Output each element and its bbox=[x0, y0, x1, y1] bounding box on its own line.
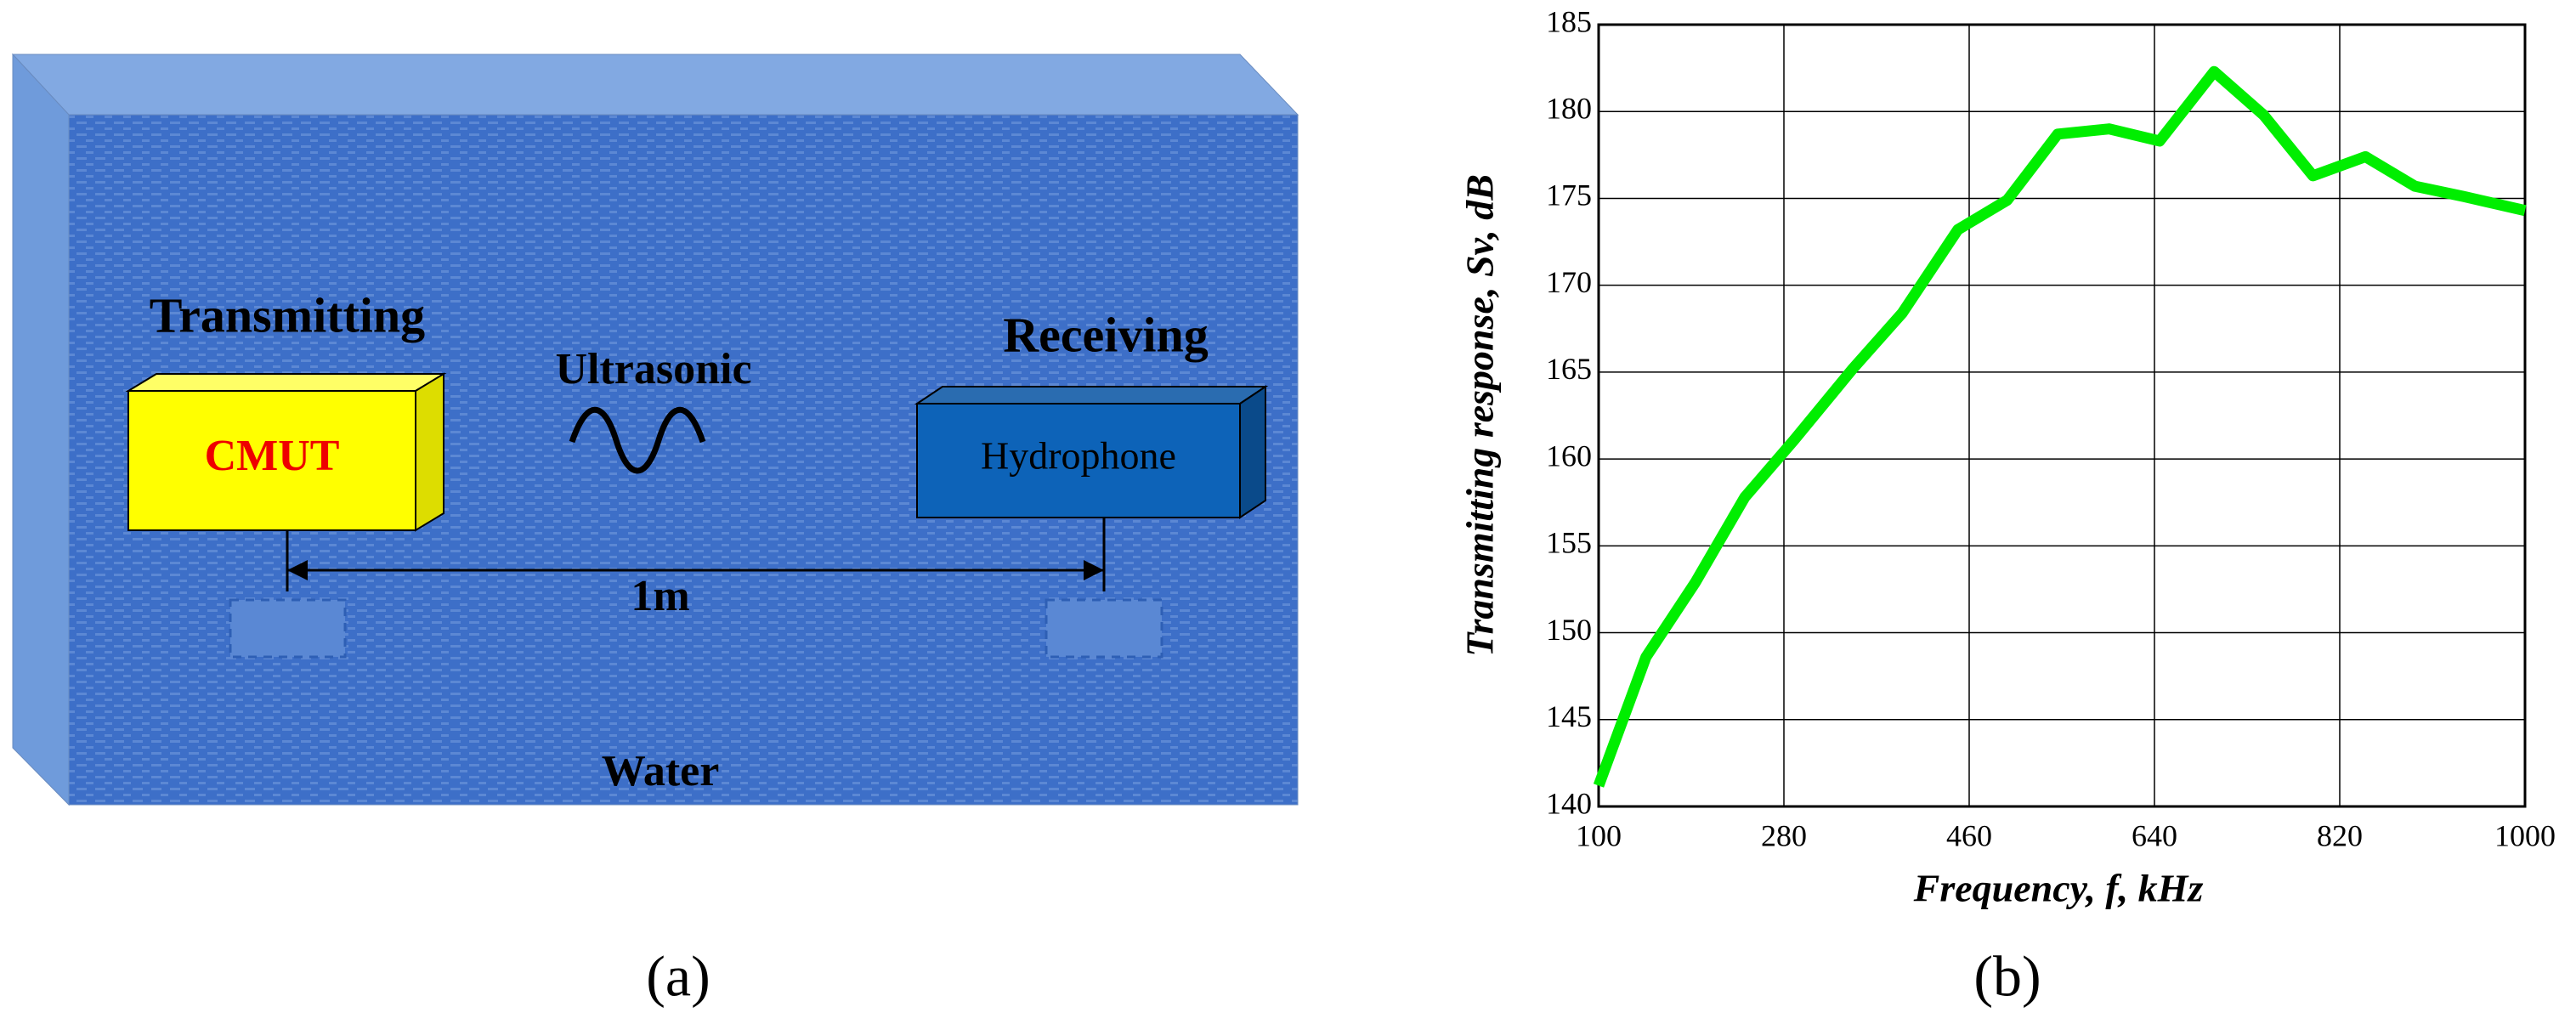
x-tick-label: 100 bbox=[1576, 818, 1622, 852]
y-tick-label: 170 bbox=[1546, 265, 1592, 299]
hydrophone-side bbox=[1239, 385, 1266, 519]
y-tick-label: 165 bbox=[1546, 352, 1592, 386]
cmut-side bbox=[415, 372, 444, 532]
y-tick-label: 155 bbox=[1546, 526, 1592, 560]
label: Transmitting bbox=[150, 287, 425, 342]
y-tick-label: 185 bbox=[1546, 4, 1592, 38]
caption: (b) bbox=[1973, 944, 2041, 1009]
y-tick-label: 180 bbox=[1546, 91, 1592, 125]
hydrophone-box bbox=[916, 403, 1241, 518]
diagram: Transmitting CMUT Ultrasonic Receiving H… bbox=[11, 53, 1299, 806]
wave-icon bbox=[569, 406, 706, 474]
cmut-top bbox=[125, 373, 447, 392]
label: Ultrasonic bbox=[555, 345, 751, 393]
label: Hydrophone bbox=[981, 434, 1176, 478]
x-tick-label: 640 bbox=[2132, 818, 2177, 852]
hydrophone-top bbox=[914, 386, 1269, 405]
water-side bbox=[12, 53, 70, 806]
data-line bbox=[1593, 65, 2527, 788]
shadow bbox=[229, 598, 347, 659]
y-tick-label: 175 bbox=[1546, 178, 1592, 212]
cmut-box bbox=[127, 390, 416, 531]
x-axis-label: Frequency, f, kHz bbox=[1913, 867, 2204, 910]
label: 1m bbox=[631, 572, 689, 620]
y-tick-label: 140 bbox=[1546, 786, 1592, 820]
x-tick-label: 460 bbox=[1946, 818, 1992, 852]
x-tick-label: 1000 bbox=[2494, 818, 2556, 852]
y-tick-label: 160 bbox=[1546, 438, 1592, 472]
caption: (a) bbox=[646, 944, 710, 1009]
label: Receiving bbox=[1003, 307, 1209, 362]
line-chart: Frequency, f, kHz Transmitting response,… bbox=[1458, 4, 2556, 909]
x-tick-label: 820 bbox=[2317, 818, 2363, 852]
x-tick-label: 280 bbox=[1761, 818, 1807, 852]
plot-frame bbox=[1597, 23, 2527, 808]
label: CMUT bbox=[205, 432, 340, 480]
label: Water bbox=[602, 747, 720, 795]
y-tick-label: 150 bbox=[1546, 613, 1592, 647]
shadow bbox=[1045, 598, 1163, 659]
y-tick-label: 145 bbox=[1546, 699, 1592, 733]
y-axis-label: Transmitting response, Sv, dB bbox=[1458, 174, 1502, 657]
water-top bbox=[11, 54, 1299, 116]
